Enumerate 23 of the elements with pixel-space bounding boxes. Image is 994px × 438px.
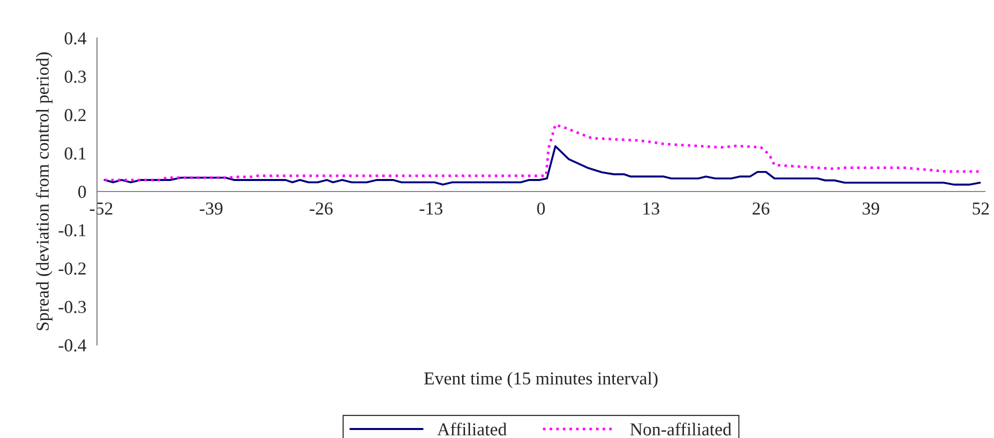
legend-label: Affiliated: [437, 422, 507, 436]
y-axis-title: Spread (deviation from control period): [36, 52, 52, 330]
x-tick-label: 26: [752, 202, 770, 215]
legend-label: Non-affiliated: [630, 422, 732, 436]
y-tick-label: 0.2: [64, 109, 86, 122]
x-tick-label: -26: [310, 202, 333, 215]
x-tick-label: 0: [537, 202, 545, 215]
y-tick-label: -0.2: [58, 262, 86, 275]
y-tick-label: 0.3: [64, 70, 86, 83]
y-tick-label: 0.1: [64, 147, 86, 160]
line-series: [103, 123, 982, 182]
x-tick-label: 52: [972, 202, 989, 215]
y-tick-label: 0: [78, 186, 86, 198]
x-tick-label: -39: [200, 202, 222, 215]
y-tick-label: 0.4: [64, 32, 86, 45]
x-tick-label: -13: [420, 202, 442, 215]
x-tick-label: 39: [862, 202, 880, 215]
x-tick-label: 13: [644, 202, 660, 215]
line-series: [104, 145, 981, 186]
x-axis-title: Event time (15 minutes interval): [424, 372, 658, 388]
y-tick-label: -0.1: [58, 224, 86, 236]
y-tick-label: -0.4: [58, 339, 86, 352]
y-tick-label: -0.3: [58, 300, 86, 314]
